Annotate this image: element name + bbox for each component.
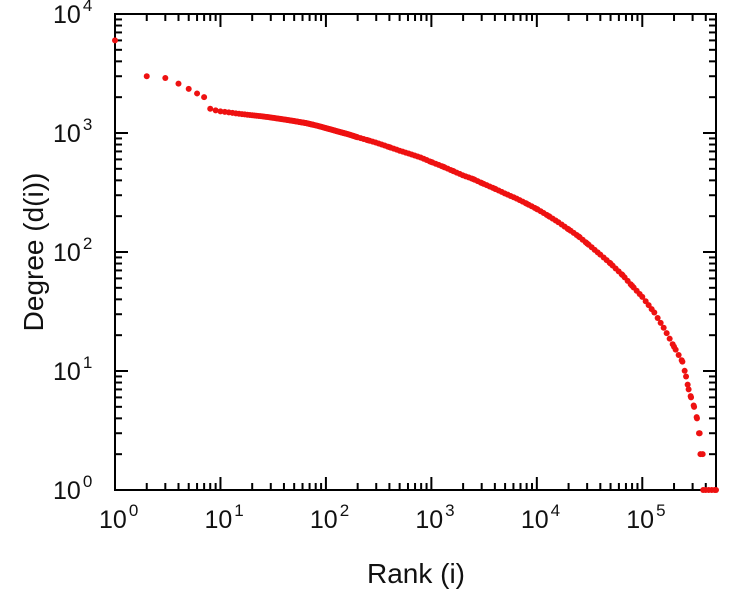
svg-text:101: 10 1: [204, 501, 243, 534]
svg-text:103: 10 3: [53, 115, 92, 148]
data-point: [663, 330, 670, 337]
data-point: [162, 74, 169, 81]
svg-text:104: 10 4: [521, 501, 560, 534]
data-point: [666, 335, 673, 342]
data-point: [201, 94, 208, 101]
svg-text:103: 10 3: [415, 501, 454, 534]
data-point: [639, 293, 646, 300]
data-point: [185, 85, 192, 92]
data-point: [660, 324, 667, 331]
data-point: [175, 80, 182, 87]
data-point: [688, 394, 695, 401]
plot-frame: [114, 13, 717, 491]
data-point: [691, 403, 698, 410]
data-point: [696, 430, 703, 437]
data-point: [685, 386, 692, 393]
svg-text:105: 10 5: [626, 501, 665, 534]
svg-text:102: 10 2: [310, 501, 349, 534]
data-point: [693, 415, 700, 422]
svg-text:100: 10 0: [99, 501, 138, 534]
data-points: [112, 37, 719, 493]
data-point: [143, 73, 150, 80]
data-point: [651, 309, 658, 316]
data-point: [217, 108, 224, 115]
data-point: [654, 314, 661, 321]
x-tick-labels: 10 0 10 1 10 2 10 3 10 4 10 5: [99, 501, 666, 534]
data-point: [681, 367, 688, 374]
svg-text:104: 10 4: [53, 0, 92, 29]
svg-text:100: 10 0: [53, 472, 92, 505]
axis-ticks: [114, 13, 716, 491]
data-point: [713, 487, 719, 493]
data-point: [112, 37, 118, 44]
data-point: [683, 373, 690, 380]
data-point: [212, 107, 219, 114]
data-point: [657, 319, 664, 326]
svg-text:102: 10 2: [53, 234, 92, 267]
data-point: [684, 381, 691, 388]
data-point: [679, 358, 686, 365]
data-point: [194, 90, 201, 97]
x-axis-title: Rank (i): [366, 558, 466, 589]
data-point: [699, 451, 706, 458]
data-point: [207, 105, 214, 112]
y-axis-title: Degree (d(i)): [18, 172, 49, 332]
svg-text:101: 10 1: [53, 353, 92, 386]
data-point: [675, 351, 682, 358]
data-point: [672, 346, 679, 353]
